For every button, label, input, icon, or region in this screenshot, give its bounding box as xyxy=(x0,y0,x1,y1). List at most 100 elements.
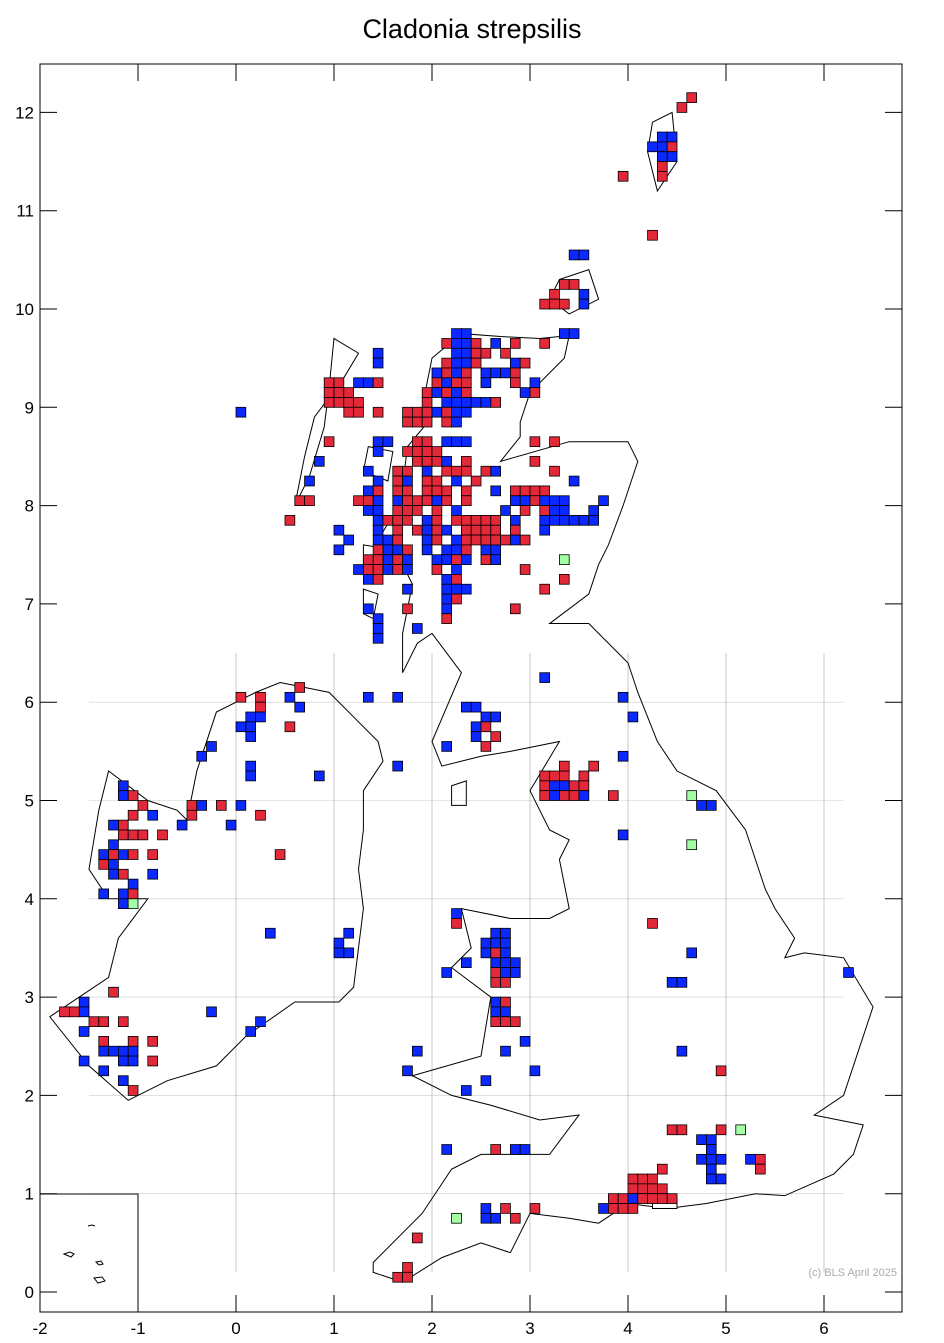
record-square-red xyxy=(382,515,394,526)
inset-frame xyxy=(39,1193,139,1313)
record-square-blue xyxy=(118,1075,129,1086)
record-square-blue xyxy=(598,1203,609,1214)
record-square-red xyxy=(127,790,139,801)
record-square-blue xyxy=(696,1153,707,1165)
record-square-red xyxy=(549,288,560,300)
record-square-blue xyxy=(480,711,492,723)
record-square-red xyxy=(127,1036,139,1047)
record-square-blue xyxy=(451,534,462,546)
record-square-red xyxy=(480,721,492,733)
record-square-blue xyxy=(480,947,492,959)
record-square-blue xyxy=(402,475,413,487)
record-square-blue xyxy=(460,957,472,969)
record-square-blue xyxy=(441,603,452,615)
record-square-blue xyxy=(549,505,560,516)
record-square-red xyxy=(460,495,472,506)
record-square-blue xyxy=(500,937,511,949)
record-square-red xyxy=(627,1173,639,1185)
record-square-blue xyxy=(715,1173,727,1185)
record-square-blue xyxy=(559,780,570,792)
record-square-blue xyxy=(490,927,501,939)
record-square-red xyxy=(559,790,570,801)
record-square-blue xyxy=(353,564,364,575)
record-square-red xyxy=(460,367,472,379)
record-square-blue xyxy=(118,849,129,860)
record-square-red xyxy=(480,524,492,536)
record-square-blue xyxy=(451,436,462,448)
record-square-blue xyxy=(706,1134,717,1145)
record-square-red xyxy=(480,465,492,477)
y-tick-label: 2 xyxy=(25,1086,34,1105)
record-square-red xyxy=(608,1203,619,1214)
record-square-red xyxy=(343,387,354,398)
x-tick-label: 6 xyxy=(819,1319,828,1338)
record-square-blue xyxy=(568,515,580,526)
record-square-blue xyxy=(480,544,492,556)
record-square-red xyxy=(392,554,403,565)
record-square-blue xyxy=(196,800,208,811)
record-square-red xyxy=(362,564,374,575)
record-square-red xyxy=(490,1016,501,1027)
island-outline xyxy=(62,1224,106,1284)
record-square-blue xyxy=(460,347,472,359)
record-square-blue xyxy=(392,544,403,556)
record-square-green xyxy=(686,839,697,851)
record-square-blue xyxy=(539,515,550,526)
record-square-red xyxy=(421,475,433,487)
record-square-blue xyxy=(490,338,501,349)
record-square-blue xyxy=(509,357,521,369)
record-square-blue xyxy=(490,937,501,949)
record-square-blue xyxy=(441,544,452,556)
record-square-red xyxy=(509,524,521,536)
record-square-blue xyxy=(245,1026,257,1037)
record-square-red xyxy=(392,1271,403,1283)
record-square-red xyxy=(529,387,541,398)
y-tick-label: 3 xyxy=(25,988,34,1007)
record-square-blue xyxy=(480,937,492,949)
record-square-blue xyxy=(372,613,384,624)
record-square-blue xyxy=(549,515,560,526)
record-square-red xyxy=(451,554,462,565)
record-square-blue xyxy=(333,947,345,959)
record-square-blue xyxy=(460,436,472,448)
record-square-red xyxy=(88,1016,100,1027)
record-square-blue xyxy=(118,790,129,801)
record-square-blue xyxy=(480,377,492,389)
record-square-red xyxy=(118,868,129,880)
record-square-blue xyxy=(666,977,678,988)
record-square-blue xyxy=(509,967,521,978)
record-square-red xyxy=(323,397,335,408)
record-square-red xyxy=(470,524,482,536)
record-square-red xyxy=(353,406,364,418)
record-square-blue xyxy=(372,495,384,506)
record-square-blue xyxy=(451,367,462,379)
y-tick-label: 10 xyxy=(15,300,34,319)
record-square-red xyxy=(519,505,531,516)
record-square-red xyxy=(421,436,433,448)
record-square-blue xyxy=(490,711,501,723)
record-square-red xyxy=(392,505,403,516)
record-square-red xyxy=(118,819,129,831)
record-square-blue xyxy=(617,691,629,703)
record-square-blue xyxy=(568,328,580,339)
record-square-red xyxy=(490,731,501,742)
record-square-blue xyxy=(470,397,482,408)
record-square-blue xyxy=(500,367,511,379)
record-square-red xyxy=(715,1124,727,1136)
record-square-red xyxy=(588,760,599,772)
x-tick-label: 3 xyxy=(525,1319,534,1338)
record-square-blue xyxy=(392,495,403,506)
record-square-blue xyxy=(372,505,384,516)
record-square-blue xyxy=(470,731,482,742)
record-square-red xyxy=(411,416,423,428)
record-square-red xyxy=(480,554,492,565)
record-square-blue xyxy=(402,1065,413,1077)
record-square-blue xyxy=(313,770,325,782)
record-square-blue xyxy=(372,436,384,448)
record-square-blue xyxy=(108,839,119,851)
record-square-red xyxy=(470,534,482,546)
record-square-blue xyxy=(460,583,472,595)
record-square-red xyxy=(617,1203,629,1214)
record-square-blue xyxy=(245,731,257,742)
record-square-blue xyxy=(451,505,462,516)
